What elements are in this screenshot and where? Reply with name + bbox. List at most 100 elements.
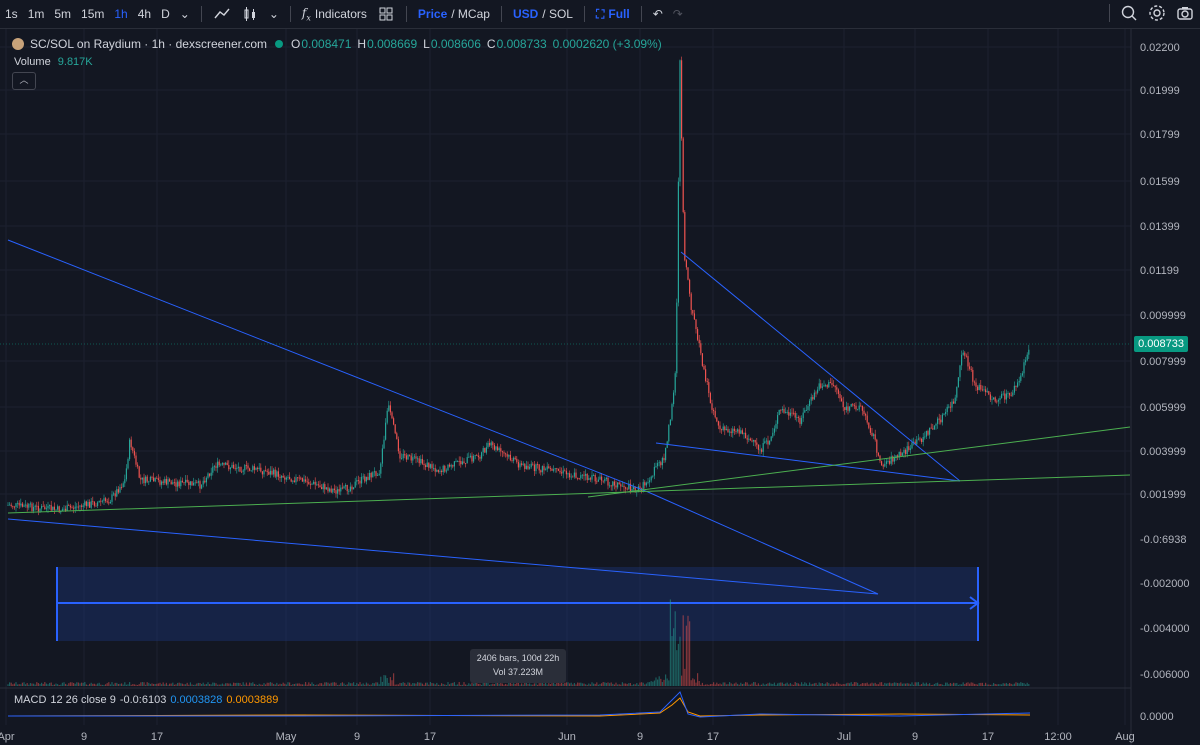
candle-body [463,461,465,464]
candle-body [621,485,623,487]
volume-bar [337,684,339,686]
interval-d[interactable]: D [161,7,170,21]
candle-body [133,450,135,456]
time-axis[interactable]: Apr 9 17 May 9 17 Jun 9 17 Jul 9 17 12:00 Aug [0,731,1135,743]
trendline-blue-mid[interactable] [655,442,961,482]
trendline-blue-lower[interactable] [7,518,879,595]
candle-body [855,405,857,410]
volume-bar [474,682,476,686]
candle-body [225,462,227,465]
volume-bar [1013,683,1015,686]
volume-bar [84,682,86,686]
candle-body [79,505,81,507]
price-chart[interactable]: 0.02200 0.01999 0.01799 0.01599 0.01399 0.011… [0,29,1200,745]
volume-bar [543,683,545,686]
volume-bar [409,682,411,686]
volume-bar [47,684,49,686]
candle-body [919,438,921,440]
chart-type-dropdown-icon[interactable]: ⌄ [268,7,279,21]
currency-toggle[interactable]: USD / SOL [508,7,578,21]
volume-bar [793,684,795,686]
interval-1h[interactable]: 1h [114,7,128,21]
toolbar-divider [500,6,502,22]
interval-15m[interactable]: 15m [81,7,105,21]
volume-bar [351,683,353,686]
candle-body [449,464,451,467]
candle-body [581,474,583,476]
volume-bar [866,682,868,686]
volume-bar [509,682,511,686]
volume-bar [306,684,308,686]
trendline-blue-peak[interactable] [680,251,961,482]
volume-bar [756,684,758,686]
chart-type-line-icon[interactable] [208,5,236,23]
chart-type-candles-icon[interactable] [236,5,264,23]
quick-search-icon[interactable] [1120,4,1138,25]
price-mcap-toggle[interactable]: Price / MCap [413,7,495,21]
volume-bar [1009,683,1011,686]
volume-bar [476,682,478,686]
candle-body [157,478,159,481]
candle-body [98,500,100,503]
candle-body [401,458,403,460]
volume-bar [850,682,852,686]
settings-gear-icon[interactable] [1148,4,1166,25]
interval-1s[interactable]: 1s [5,7,18,21]
price-axis[interactable]: 0.02200 0.01999 0.01799 0.01599 0.01399 0.011… [1140,42,1190,723]
fullscreen-button[interactable]: ⛶ Full [591,7,635,22]
layouts-grid-icon[interactable] [372,5,400,23]
candle-body [148,481,150,483]
indicators-button[interactable]: fx Indicators [297,6,372,22]
volume-bar [234,683,236,686]
candle-body [484,448,486,453]
mcap-option[interactable]: / MCap [451,7,490,21]
candle-body [1004,393,1006,400]
volume-bar [116,682,118,686]
interval-4h[interactable]: 4h [137,7,152,21]
candle-body [548,466,550,469]
candle-body [637,486,639,492]
volume-bar [649,682,651,686]
current-price-tag: 0.008733 [1134,336,1188,352]
volume-bar [981,682,983,686]
candle-body [884,463,886,467]
sol-option[interactable]: / SOL [542,7,573,21]
interval-1m[interactable]: 1m [27,7,45,21]
candle-body [103,498,105,501]
candle-body [922,436,924,442]
volume-bar [164,684,166,686]
volume-bar [861,683,863,686]
trendline-blue-descending[interactable] [647,491,879,595]
trendline-blue-long[interactable] [7,239,649,493]
volume-bar [311,682,313,686]
volume-bar [1026,682,1028,686]
volume-bar [666,678,668,686]
screenshot-camera-icon[interactable] [1176,4,1194,25]
volume-bar [834,684,836,686]
price-option[interactable]: Price [417,7,448,21]
volume-bar [301,684,303,686]
candle-body [514,457,516,459]
usd-option[interactable]: USD [512,7,539,21]
volume-bar [269,682,271,686]
volume-bar [42,683,44,686]
fullscreen-label: Full [608,7,630,21]
redo-icon[interactable]: ↷ [672,7,683,21]
price-tick-label: 0.005999 [1140,402,1186,414]
collapse-legend-button[interactable]: ︿ [12,72,36,90]
candle-body [71,507,73,509]
time-tick-label: 9 [912,731,918,743]
candle-body [986,391,988,393]
undo-icon[interactable]: ↶ [652,7,663,21]
candle-body [767,440,769,445]
candle-body [89,502,91,508]
candle-body [308,481,310,485]
candle-body [105,498,107,502]
interval-5m[interactable]: 5m [54,7,72,21]
candle-body [757,444,759,450]
trendline-green-rising[interactable] [587,426,1131,498]
interval-dropdown-icon[interactable]: ⌄ [179,7,190,21]
candle-body [113,493,115,495]
candle-body [12,506,14,507]
trendline-green-support[interactable] [7,474,1131,514]
